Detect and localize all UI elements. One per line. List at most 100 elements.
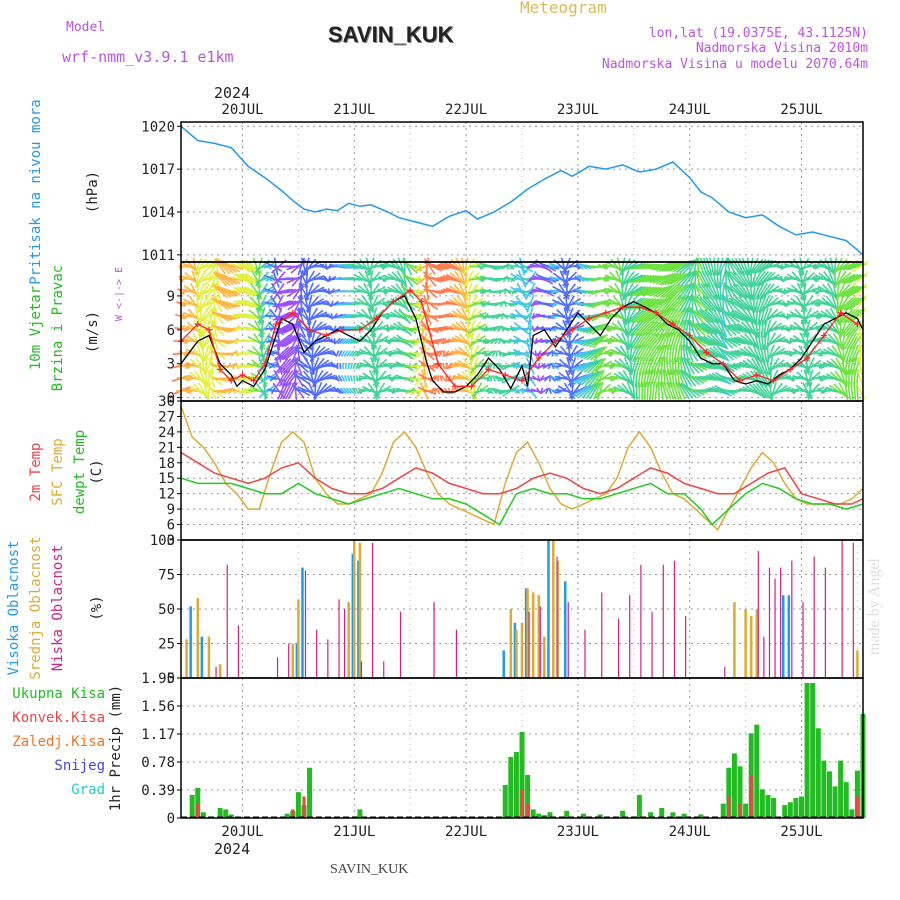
wind-arrow	[487, 387, 490, 394]
wind-arrow	[781, 312, 789, 320]
wind-arrow	[672, 332, 680, 351]
y-tick-label: 25	[158, 637, 175, 653]
wind-arrow	[437, 387, 445, 395]
precip-bar	[200, 812, 206, 818]
wind-arrow	[295, 344, 301, 363]
wind-arrow	[736, 270, 749, 288]
wind-arrow	[512, 363, 526, 369]
temp-unit: (C)	[89, 459, 105, 484]
wind-arrow	[626, 309, 642, 324]
wind-arrow	[750, 370, 764, 387]
wind-arrow	[255, 307, 264, 326]
wind-arrow	[450, 387, 455, 395]
wind-arrow	[220, 388, 231, 394]
wind-arrow	[740, 321, 757, 336]
wind-arrow	[583, 347, 601, 360]
cloud-bar	[601, 592, 603, 678]
cloud-bar	[539, 606, 541, 678]
wind-arrow	[442, 337, 451, 345]
wind-arrow	[758, 295, 767, 313]
wind-arrow	[333, 387, 342, 395]
precip-bar	[843, 782, 849, 818]
cloud-bar	[360, 661, 362, 678]
cloud-bar	[185, 639, 188, 678]
wind-arrow	[623, 357, 633, 375]
wind-arrow	[647, 345, 660, 362]
wind-arrow	[726, 284, 743, 299]
wind-arrow	[806, 369, 814, 388]
pressure-unit: (hPa)	[85, 171, 101, 213]
wind-arrow	[842, 274, 861, 284]
wind-arrow	[650, 369, 657, 388]
y-tick-label: 1.56	[141, 699, 175, 715]
wind-arrow	[410, 313, 422, 319]
wind-arrow	[483, 350, 489, 357]
wind-arrow	[836, 262, 856, 271]
wind-arrow	[275, 323, 294, 335]
wind-arrow	[280, 323, 300, 334]
wind-arrow	[652, 369, 660, 388]
cloud-bar	[763, 636, 765, 678]
wind-arrow	[527, 307, 534, 326]
y-tick-label: 1.95	[141, 671, 175, 687]
wind-arrow	[802, 382, 813, 400]
wind-arrow	[738, 296, 753, 312]
cloud-bar	[662, 564, 664, 678]
wind-arrow	[336, 337, 344, 345]
precip-bar	[799, 796, 805, 818]
wind-arrow	[644, 298, 663, 310]
cloud-bar	[744, 609, 747, 678]
wind-arrow	[580, 348, 599, 359]
wind-arrow	[624, 285, 643, 297]
precip-bar	[698, 814, 704, 818]
wind-arrow	[584, 370, 600, 386]
wind-arrow	[348, 387, 355, 395]
wind-arrow	[661, 272, 679, 286]
wind-arrow	[525, 325, 530, 332]
wind-arrow	[565, 307, 574, 326]
wind-arrow	[241, 387, 250, 394]
lonlat-text: lon,lat (19.0375E, 43.1125N)	[648, 26, 868, 41]
wind-arrow	[282, 382, 292, 400]
wind-arrow	[663, 295, 677, 312]
wind-gust-point	[468, 383, 475, 390]
wind-arrow	[664, 272, 682, 286]
y-tick-label: 15	[158, 471, 175, 487]
wind-arrow	[282, 358, 298, 374]
wind-arrow	[755, 344, 764, 363]
wind-gust-point	[804, 355, 811, 362]
wind-arrow	[627, 274, 646, 284]
wind-arrow	[840, 320, 853, 337]
wind-gust-point	[686, 332, 693, 339]
wind-gust-point	[653, 309, 660, 316]
precip-bar	[648, 812, 654, 818]
wind-arrow	[627, 320, 641, 337]
wind-arrow	[746, 257, 751, 276]
wind-arrow	[646, 333, 661, 349]
wind-arrow	[339, 337, 347, 345]
wind-arrow	[669, 261, 688, 272]
precip-bar	[826, 771, 832, 818]
cloud-bar	[502, 650, 505, 678]
precip-bar	[743, 803, 749, 818]
temperature-series-line	[180, 451, 864, 505]
wind-arrow	[422, 389, 437, 393]
cloud-bar	[787, 595, 791, 678]
cloud-bar	[200, 636, 204, 678]
wind-arrow	[680, 344, 683, 363]
wind-arrow	[238, 387, 247, 394]
cloud-bar	[189, 606, 192, 678]
wind-arrow	[841, 308, 857, 324]
wind-arrow	[691, 336, 711, 347]
wind-arrow	[751, 357, 763, 375]
wind-arrow	[280, 358, 295, 374]
precip-legend-item: Zaledj.Kisa	[12, 734, 105, 750]
y-tick-label: 1017	[141, 162, 175, 178]
wind-arrow	[857, 356, 863, 376]
wind-arrow	[713, 257, 717, 276]
cloud-bar	[513, 622, 517, 678]
panel-frame	[180, 400, 864, 541]
wind-arrow	[472, 382, 483, 400]
cloud-bar	[629, 595, 631, 678]
precip-bar	[804, 683, 810, 818]
